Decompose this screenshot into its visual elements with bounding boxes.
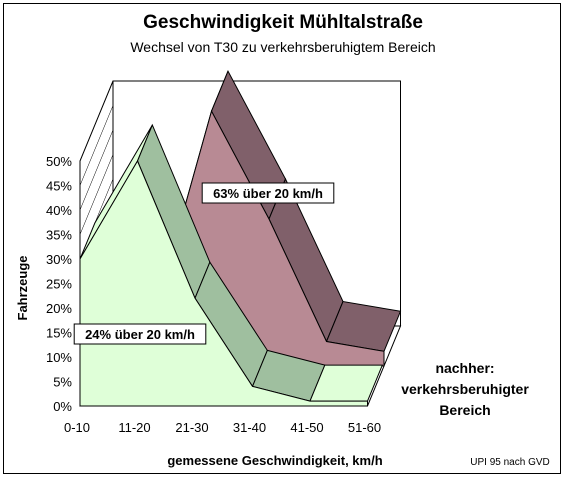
annotation-back-text: 63% über 20 km/h <box>213 186 323 201</box>
side-gridline <box>79 80 114 162</box>
y-tick-label: 0% <box>53 399 72 414</box>
chart-subtitle: Wechsel von T30 zu verkehrsberuhigtem Be… <box>130 39 435 55</box>
y-tick-label: 15% <box>46 326 72 341</box>
y-tick-label: 5% <box>53 375 72 390</box>
y-axis-ticks: 0% 5% 10% 15% 20% 25% 30% 35% 40% 45% 50% <box>46 154 72 414</box>
x-tick-label: 31-40 <box>233 420 266 435</box>
legend: nachher: verkehrsberuhigter Bereich <box>401 360 529 418</box>
source-credit: UPI 95 nach GVD <box>470 457 549 468</box>
x-tick-label: 51-60 <box>348 420 381 435</box>
x-tick-label: 0-10 <box>64 420 90 435</box>
y-tick-label: 20% <box>46 301 72 316</box>
y-tick-label: 45% <box>46 179 72 194</box>
x-axis-ticks: 0-10 11-20 21-30 31-40 41-50 51-60 <box>64 420 381 435</box>
series-front <box>79 123 384 407</box>
side-gridline <box>79 154 114 235</box>
y-tick-label: 35% <box>46 228 72 243</box>
annotation-front-text: 24% über 20 km/h <box>85 327 195 342</box>
legend-line-3: Bereich <box>439 402 490 418</box>
annotations: 63% über 20 km/h 24% über 20 km/h <box>73 182 335 345</box>
y-tick-label: 40% <box>46 203 72 218</box>
side-gridline <box>79 105 114 186</box>
x-tick-label: 41-50 <box>290 420 323 435</box>
series-front-front-face <box>79 159 368 407</box>
annotation-back: 63% über 20 km/h <box>201 182 335 204</box>
legend-line-2: verkehrsberuhigter <box>401 381 529 397</box>
x-tick-label: 21-30 <box>175 420 208 435</box>
y-tick-label: 25% <box>46 277 72 292</box>
y-tick-label: 30% <box>46 252 72 267</box>
annotation-front: 24% über 20 km/h <box>73 323 207 345</box>
legend-line-1: nachher: <box>435 360 494 376</box>
x-tick-label: 11-20 <box>118 420 150 435</box>
y-tick-label: 10% <box>46 350 72 365</box>
y-tick-label: 50% <box>46 154 72 169</box>
x-axis-label: gemessene Geschwindigkeit, km/h <box>167 453 382 468</box>
y-axis-label: Fahrzeuge <box>15 255 30 320</box>
chart-title: Geschwindigkeit Mühltalstraße <box>143 12 423 33</box>
side-gridline <box>79 129 114 211</box>
